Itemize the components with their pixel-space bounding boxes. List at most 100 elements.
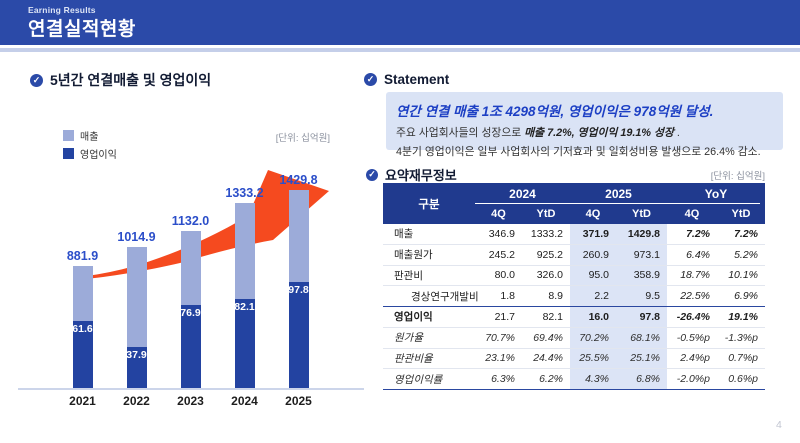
cell-원가율-4: -0.5%p	[676, 331, 710, 344]
legend-label-revenue: 매출	[80, 132, 99, 143]
profit-value-label: 76.9	[180, 306, 201, 319]
cell-매출원가-1: 925.2	[536, 248, 563, 261]
cell-매출-1: 1333.2	[530, 227, 563, 240]
table-body: 매출 346.9 1333.2 371.9 1429.8 7.2% 7.2% 매출원가 245.…	[383, 224, 765, 390]
x-axis-line	[18, 388, 364, 390]
x-axis-tick-2021: 2021	[69, 394, 96, 408]
table-subheader-5: YtD	[731, 208, 751, 220]
growth-arrow-icon	[80, 170, 329, 280]
table-header-group-2025: 2025	[605, 187, 632, 201]
revenue-value-label: 881.9	[66, 248, 99, 263]
cell-판관비-3: 358.9	[616, 265, 667, 286]
cell-매출-5: 7.2%	[734, 227, 758, 240]
table-header-group-yoy: YoY	[704, 187, 728, 201]
profit-value-label: 61.6	[72, 323, 93, 336]
cell-판관비율-1: 24.4%	[533, 352, 563, 365]
revenue-bar-2025: 97.8	[288, 189, 309, 388]
profit-segment-2025: 97.8	[288, 282, 309, 388]
revenue-value-label: 1132.0	[171, 214, 210, 229]
statement-headline: 연간 연결 매출 1조 4298억원, 영업이익은 978억원 달성.	[396, 104, 714, 119]
header-accent-strip	[0, 48, 800, 52]
cell-경상연구개발비-0: 1.8	[500, 290, 515, 303]
check-badge-icon: ✓	[366, 168, 378, 181]
legend-swatch-profit	[63, 148, 74, 159]
table-header-group-2024: 2024	[509, 187, 536, 201]
cell-판관비율-0: 23.1%	[485, 352, 515, 365]
cell-영업이익률-3: 6.8%	[616, 369, 667, 389]
table-section-title: ✓ 요약재무정보	[366, 165, 457, 184]
revenue-value-label: 1014.9	[117, 230, 156, 245]
table-row-매출원가: 매출원가 245.2 925.2 260.9 973.1 6.4% 5.2%	[383, 244, 765, 266]
cell-판관비-1: 326.0	[536, 269, 563, 282]
statement-line2-prefix: 주요 사업회사들의 성장으로	[396, 126, 525, 139]
statement-line3: 4분기 영업이익은 일부 사업회사의 기저효과 및 일회성비용 발생으로 26.…	[396, 146, 761, 158]
row-label: 영업이익	[394, 311, 433, 324]
cell-영업이익률-5: 0.6%p	[728, 373, 758, 386]
revenue-bar-2021: 61.6	[72, 265, 93, 388]
cell-원가율-3: 68.1%	[616, 327, 667, 348]
profit-value-label: 97.8	[288, 284, 309, 297]
row-label: 영업이익률	[394, 373, 443, 386]
cell-영업이익률-2: 4.3%	[570, 369, 616, 389]
cell-판관비-5: 10.1%	[728, 269, 758, 282]
table-header: 구분 2024 2025 YoY 4Q YtD 4Q YtD 4Q YtD	[383, 183, 765, 224]
row-label: 경상연구개발비	[411, 290, 479, 303]
row-label: 매출	[394, 228, 414, 241]
header-eyebrow: Earning Results	[28, 5, 96, 15]
cell-원가율-5: -1.3%p	[724, 331, 758, 344]
x-axis-tick-2024: 2024	[231, 394, 258, 408]
statement-line2-suffix: .	[673, 126, 680, 139]
table-row-판관비: 판관비 80.0 326.0 95.0 358.9 18.7% 10.1%	[383, 265, 765, 287]
legend-item-revenue: 매출	[63, 128, 98, 143]
cell-매출원가-2: 260.9	[570, 244, 616, 265]
table-unit-label: [단위: 십억원]	[710, 171, 765, 182]
page-number: 4	[776, 419, 782, 431]
statement-line2: 주요 사업회사들의 성장으로 매출 7.2%, 영업이익 19.1% 성장 .	[396, 124, 773, 140]
cell-판관비율-4: 2.4%p	[680, 352, 710, 365]
row-label: 매출원가	[394, 249, 433, 262]
table-header-gubun: 구분	[418, 198, 440, 211]
revenue-value-label: 1429.8	[279, 172, 318, 187]
table-header-divider	[475, 203, 760, 204]
row-label: 판관비율	[394, 352, 433, 365]
legend-item-profit: 영업이익	[63, 146, 117, 161]
chart-section-title-label: 5년간 연결매출 및 영업이익	[50, 72, 212, 88]
cell-영업이익-2: 16.0	[570, 307, 616, 327]
cell-영업이익-4: -26.4%	[676, 310, 710, 323]
check-badge-icon: ✓	[364, 73, 377, 86]
chart-section-title: ✓ 5년간 연결매출 및 영업이익	[30, 70, 211, 90]
statement-section-title: ✓ Statement	[364, 72, 449, 87]
cell-경상연구개발비-1: 8.9	[548, 290, 563, 303]
cell-경상연구개발비-2: 2.2	[570, 286, 616, 306]
x-axis-tick-2025: 2025	[285, 394, 312, 408]
cell-영업이익률-1: 6.2%	[539, 373, 563, 386]
cell-영업이익-3: 97.8	[616, 307, 667, 327]
cell-경상연구개발비-4: 22.5%	[680, 290, 710, 303]
check-badge-icon: ✓	[30, 73, 43, 87]
table-subheader-1: YtD	[536, 208, 556, 220]
cell-판관비-4: 18.7%	[680, 269, 710, 282]
legend-swatch-revenue	[63, 130, 74, 141]
table-row-영업이익률: 영업이익률 6.3% 6.2% 4.3% 6.8% -2.0%p 0.6%p	[383, 369, 765, 390]
cell-매출-2: 371.9	[570, 224, 616, 244]
cell-영업이익률-0: 6.3%	[491, 373, 515, 386]
table-subheader-0: 4Q	[491, 208, 506, 220]
table-subheader-4: 4Q	[684, 208, 700, 220]
cell-매출-3: 1429.8	[616, 224, 667, 244]
table-row-경상연구개발비: 경상연구개발비 1.8 8.9 2.2 9.5 22.5% 6.9%	[383, 286, 765, 307]
cell-원가율-0: 70.7%	[485, 331, 515, 344]
profit-value-label: 37.9	[126, 348, 147, 361]
cell-판관비-2: 95.0	[570, 265, 616, 286]
cell-매출원가-4: 6.4%	[686, 248, 710, 261]
legend-label-profit: 영업이익	[80, 150, 117, 161]
chart-unit-label: [단위: 십억원]	[275, 133, 330, 144]
table-subheader-2: 4Q	[585, 208, 601, 220]
revenue-bar-2023: 76.9	[180, 231, 201, 388]
revenue-value-label: 1333.2	[225, 186, 264, 201]
top-header-bar: Earning Results 연결실적현황	[0, 0, 800, 45]
table-row-원가율: 원가율 70.7% 69.4% 70.2% 68.1% -0.5%p -1.3%p	[383, 327, 765, 349]
cell-매출-4: 7.2%	[686, 227, 710, 240]
x-axis-tick-2023: 2023	[177, 394, 204, 408]
cell-판관비율-3: 25.1%	[616, 348, 667, 369]
